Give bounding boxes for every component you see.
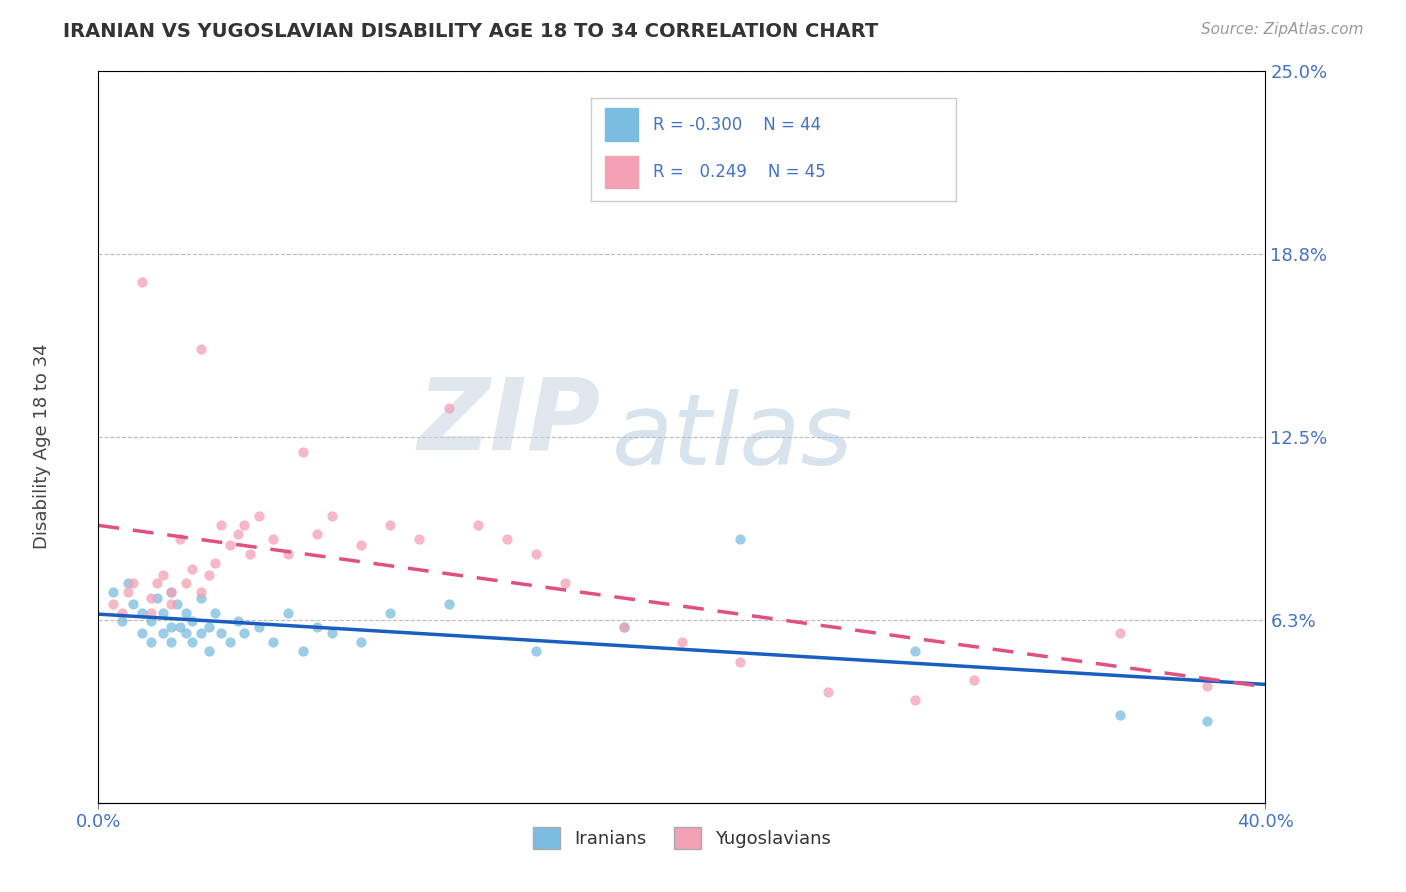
- Point: [204, 606, 226, 620]
- Point: [817, 684, 839, 698]
- Text: atlas: atlas: [612, 389, 853, 485]
- Point: [180, 635, 202, 649]
- Point: [122, 597, 145, 611]
- Point: [730, 533, 752, 547]
- Point: [160, 620, 183, 634]
- Point: [139, 606, 162, 620]
- Point: [180, 562, 202, 576]
- Point: [262, 533, 284, 547]
- Point: [904, 693, 927, 707]
- Bar: [605, 108, 638, 141]
- Point: [467, 517, 489, 532]
- Point: [671, 635, 693, 649]
- Point: [350, 538, 373, 552]
- Text: R = -0.300    N = 44: R = -0.300 N = 44: [652, 116, 821, 134]
- Point: [350, 635, 373, 649]
- Text: IRANIAN VS YUGOSLAVIAN DISABILITY AGE 18 TO 34 CORRELATION CHART: IRANIAN VS YUGOSLAVIAN DISABILITY AGE 18…: [63, 22, 879, 41]
- Point: [160, 635, 183, 649]
- Point: [131, 275, 153, 289]
- Point: [117, 576, 139, 591]
- Point: [160, 585, 183, 599]
- Point: [307, 620, 329, 634]
- Point: [554, 576, 576, 591]
- Point: [218, 538, 240, 552]
- Point: [962, 673, 984, 687]
- Point: [139, 635, 162, 649]
- Point: [174, 626, 197, 640]
- Point: [174, 606, 197, 620]
- Point: [198, 643, 221, 657]
- Point: [291, 643, 314, 657]
- Point: [233, 626, 256, 640]
- Point: [152, 626, 174, 640]
- Point: [277, 606, 299, 620]
- Text: R =   0.249    N = 45: R = 0.249 N = 45: [652, 163, 825, 181]
- Point: [209, 517, 232, 532]
- Point: [146, 591, 169, 605]
- Point: [160, 597, 183, 611]
- Point: [198, 620, 221, 634]
- Legend: Iranians, Yugoslavians: Iranians, Yugoslavians: [526, 820, 838, 856]
- Point: [166, 597, 188, 611]
- Point: [190, 343, 212, 357]
- Point: [152, 567, 174, 582]
- Point: [146, 576, 169, 591]
- Point: [160, 585, 183, 599]
- Point: [437, 597, 460, 611]
- Point: [111, 606, 134, 620]
- Point: [496, 533, 519, 547]
- Point: [730, 656, 752, 670]
- Point: [198, 567, 221, 582]
- Point: [228, 615, 250, 629]
- Point: [524, 547, 547, 561]
- Point: [139, 615, 162, 629]
- Point: [190, 585, 212, 599]
- Text: Source: ZipAtlas.com: Source: ZipAtlas.com: [1201, 22, 1364, 37]
- Point: [1195, 679, 1218, 693]
- Point: [180, 615, 202, 629]
- Point: [1108, 626, 1130, 640]
- Point: [117, 585, 139, 599]
- Point: [131, 606, 153, 620]
- Point: [524, 643, 547, 657]
- Point: [152, 606, 174, 620]
- Text: Disability Age 18 to 34: Disability Age 18 to 34: [34, 343, 51, 549]
- Point: [169, 620, 191, 634]
- Point: [204, 556, 226, 570]
- Point: [169, 533, 191, 547]
- Point: [380, 606, 402, 620]
- Point: [380, 517, 402, 532]
- Point: [139, 591, 162, 605]
- Point: [174, 576, 197, 591]
- Point: [321, 626, 343, 640]
- Point: [437, 401, 460, 415]
- Point: [247, 509, 270, 524]
- Bar: [605, 155, 638, 188]
- Point: [111, 615, 134, 629]
- Point: [291, 444, 314, 458]
- Point: [233, 517, 256, 532]
- Point: [209, 626, 232, 640]
- Point: [612, 620, 634, 634]
- Point: [239, 547, 262, 561]
- Point: [218, 635, 240, 649]
- Point: [101, 597, 124, 611]
- Point: [277, 547, 299, 561]
- Point: [1108, 708, 1130, 723]
- Point: [307, 526, 329, 541]
- Point: [408, 533, 430, 547]
- Point: [321, 509, 343, 524]
- Point: [228, 526, 250, 541]
- Point: [190, 591, 212, 605]
- Point: [101, 585, 124, 599]
- Point: [1195, 714, 1218, 728]
- Point: [190, 626, 212, 640]
- Point: [612, 620, 634, 634]
- Point: [247, 620, 270, 634]
- Point: [904, 643, 927, 657]
- Point: [122, 576, 145, 591]
- Point: [131, 626, 153, 640]
- Text: ZIP: ZIP: [418, 374, 600, 471]
- Point: [262, 635, 284, 649]
